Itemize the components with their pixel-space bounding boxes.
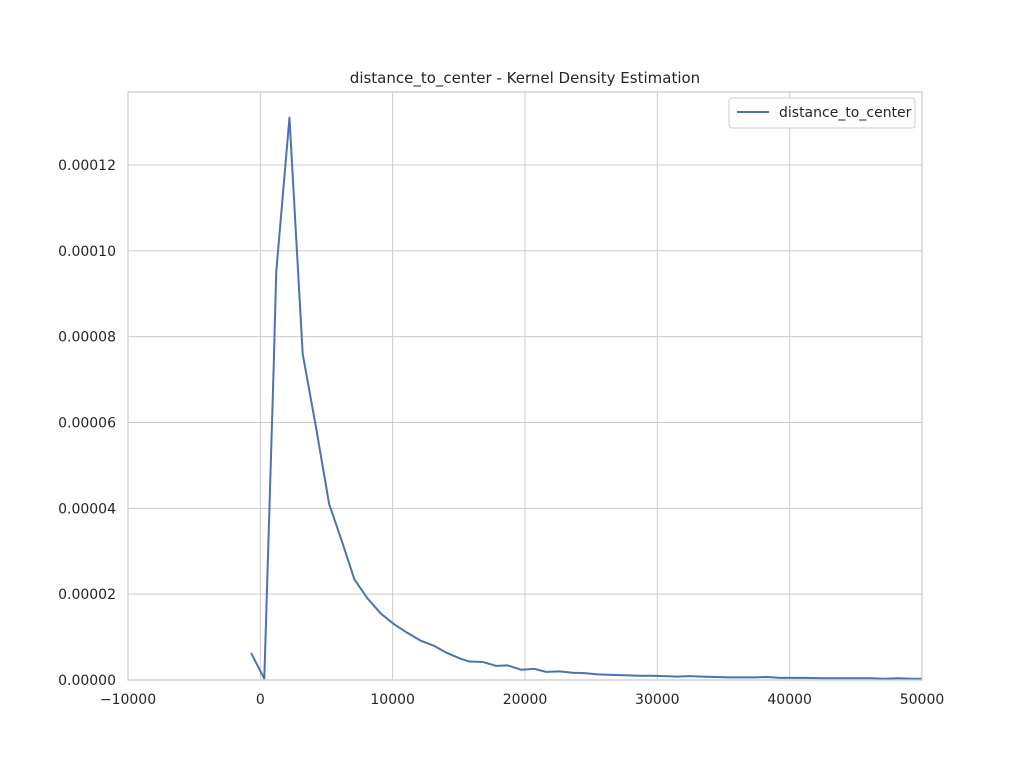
axes-border: [127, 91, 923, 681]
y-tick-label: 0.00008: [58, 330, 116, 346]
y-tick-label: 0.00004: [58, 501, 116, 517]
y-axis-ticks: 0.00000 0.00002 0.00004 0.00006 0.00008 0.000…: [58, 158, 116, 689]
y-tick-label: 0.00006: [58, 415, 116, 431]
x-tick-label: 20000: [503, 692, 548, 708]
series-lines: [250, 116, 922, 680]
chart-title: distance_to_center - Kernel Density Esti…: [350, 69, 700, 88]
x-tick-label: 0: [256, 692, 265, 708]
legend: distance_to_center: [728, 97, 916, 129]
x-tick-label: 30000: [635, 692, 680, 708]
axes-frame: [127, 91, 923, 681]
legend-label: distance_to_center: [779, 105, 912, 121]
y-tick-label: 0.00002: [58, 587, 116, 603]
legend-box: [728, 97, 916, 129]
x-tick-label: 50000: [900, 692, 945, 708]
y-tick-label: 0.00000: [58, 673, 116, 689]
y-tick-label: 0.00010: [58, 244, 116, 260]
y-tick-label: 0.00012: [58, 158, 116, 174]
series-line-distance_to_center: [250, 116, 922, 680]
x-axis-ticks: −10000 0 10000 20000 30000 40000 50000: [100, 692, 944, 708]
x-tick-label: −10000: [100, 692, 156, 708]
x-tick-label: 40000: [767, 692, 812, 708]
x-tick-label: 10000: [370, 692, 415, 708]
